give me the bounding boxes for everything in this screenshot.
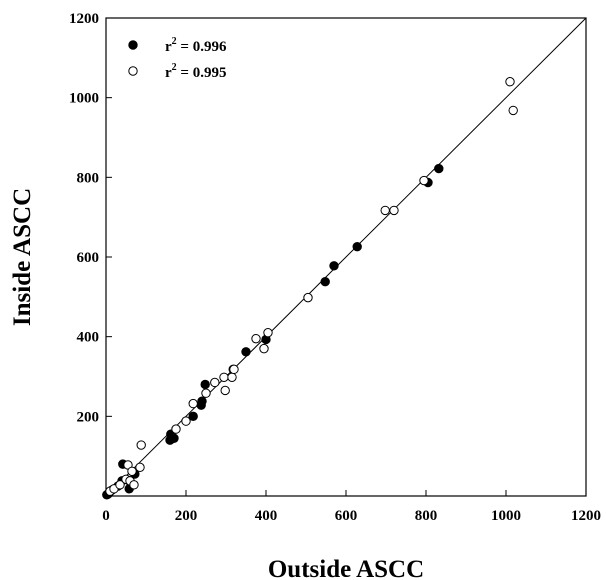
x-tick-label: 800 [415,508,438,524]
data-point-filled [329,261,339,271]
data-point-filled [352,241,362,252]
x-tick-label: 200 [175,508,198,524]
data-point-open [263,327,273,338]
data-point-open [419,175,429,186]
y-tick-label: 400 [77,330,100,346]
data-point-open [210,377,220,388]
data-point-open [380,205,390,216]
data-point-open [251,333,261,344]
y-tick-label: 1000 [69,91,99,107]
one-to-one-reference-line [105,17,587,497]
x-tick-label: 600 [335,508,358,524]
legend-open-circle-marker [128,66,138,76]
data-point-open [188,398,198,409]
legend-entry-open: r2 = 0.995 [165,62,226,81]
data-point-open [508,105,518,116]
data-point-open [136,440,146,450]
x-axis: 0 200 400 600 800 1000 1200 [102,490,601,524]
data-point-filled [188,411,198,422]
x-tick-label: 1200 [571,508,601,524]
data-point-open [227,372,237,382]
data-point-open [259,343,269,354]
data-point-open [171,424,181,434]
data-point-open [229,364,239,375]
data-point-open [505,77,515,87]
data-point-open [129,480,139,490]
data-point-filled [434,163,444,174]
data-point-open [219,372,229,382]
data-point-filled [241,347,251,357]
data-point-filled [169,433,179,443]
data-point-filled [320,276,330,287]
legend-filled-circle-marker [128,40,138,50]
data-point-open [389,205,399,216]
data-point-open [201,388,211,398]
data-point-filled [197,396,207,406]
data-point-open [303,292,313,303]
data-point-open [220,385,230,396]
y-axis-title: Inside ASCC [9,188,36,326]
y-tick-label: 1200 [69,11,99,27]
x-tick-label: 1000 [491,508,521,524]
y-tick-label: 800 [77,170,100,186]
x-axis-title: Outside ASCC [268,556,424,580]
legend: r2 = 0.996 r2 = 0.995 [128,36,227,81]
y-axis: 200 400 600 800 1000 1200 [69,11,112,425]
x-tick-label: 400 [255,508,278,524]
data-point-open [135,462,145,473]
data-point-open [181,416,191,426]
data-points [102,77,518,500]
data-point-filled [200,379,210,390]
data-point-open [115,480,125,490]
data-point-open [127,466,137,477]
y-tick-label: 600 [77,250,100,266]
y-tick-label: 200 [77,409,100,425]
legend-entry-filled: r2 = 0.996 [165,36,227,55]
x-tick-label: 0 [102,508,110,524]
